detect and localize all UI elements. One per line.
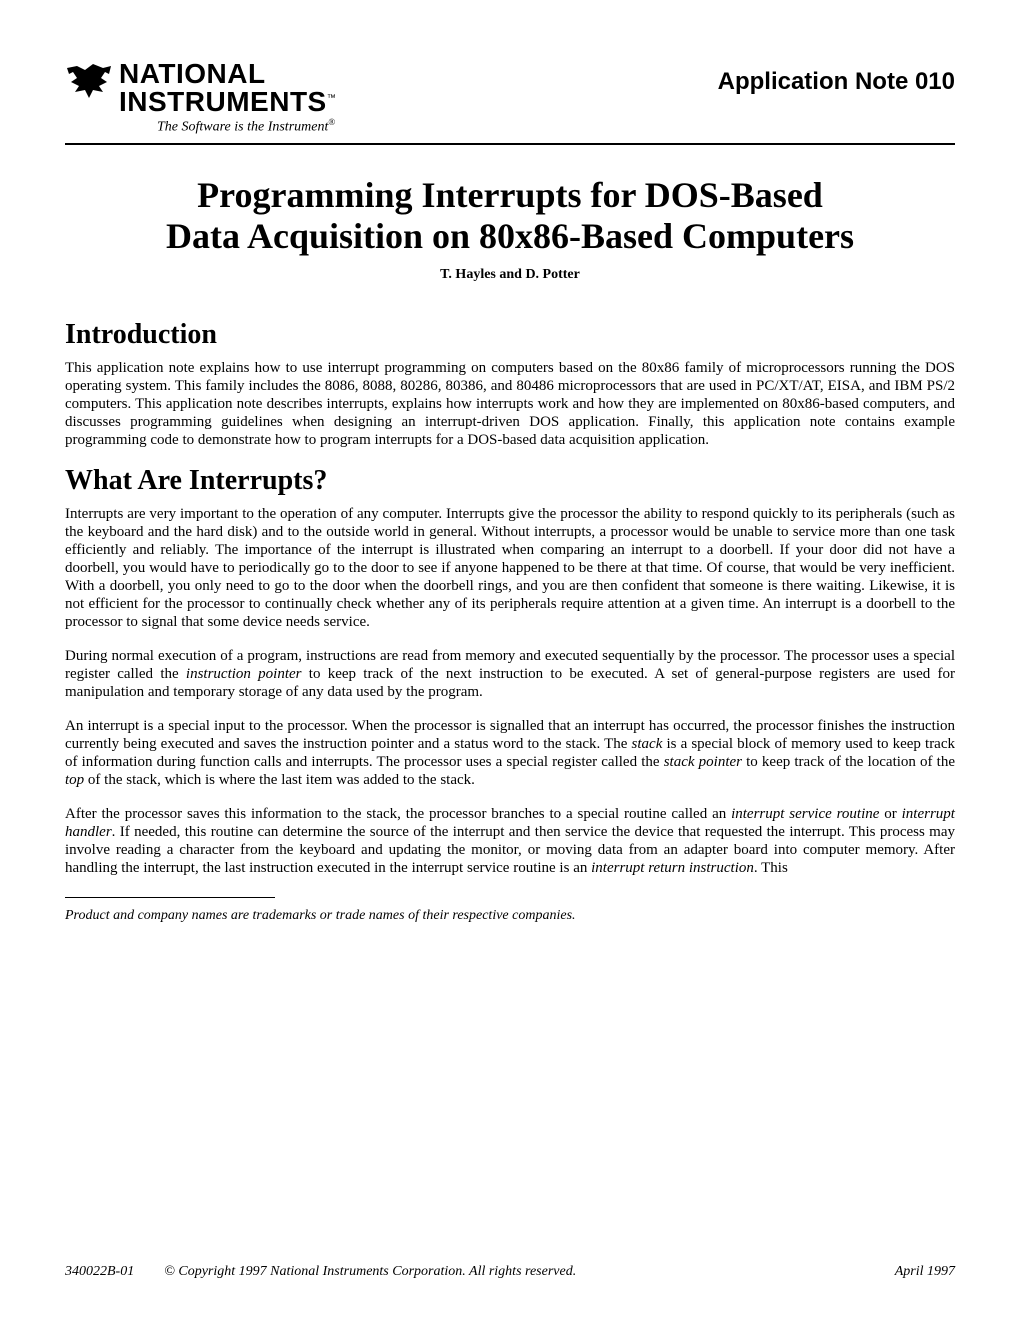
footnote-rule	[65, 897, 275, 898]
footnote-text: Product and company names are trademarks…	[65, 908, 955, 924]
eagle-icon	[65, 60, 113, 104]
document-page: NATIONAL INSTRUMENTS™ The Software is th…	[0, 0, 1020, 1320]
title-line2: Data Acquisition on 80x86-Based Computer…	[166, 216, 854, 256]
document-title: Programming Interrupts for DOS-Based Dat…	[65, 175, 955, 258]
logo-text: NATIONAL INSTRUMENTS™ The Software is th…	[119, 60, 336, 135]
what-paragraph-1: Interrupts are very important to the ope…	[65, 505, 955, 631]
term-interrupt-return-instruction: interrupt return instruction	[591, 860, 754, 876]
what-paragraph-4: After the processor saves this informati…	[65, 805, 955, 877]
footer-date: April 1997	[895, 1264, 955, 1280]
section-heading-what-are-interrupts: What Are Interrupts?	[65, 465, 955, 497]
header-rule	[65, 143, 955, 145]
section-heading-introduction: Introduction	[65, 319, 955, 351]
app-note-heading: Application Note 010	[718, 68, 955, 96]
intro-paragraph-1: This application note explains how to us…	[65, 359, 955, 449]
document-authors: T. Hayles and D. Potter	[65, 267, 955, 283]
header-row: NATIONAL INSTRUMENTS™ The Software is th…	[65, 60, 955, 135]
logo-line1: NATIONAL	[119, 60, 336, 88]
term-instruction-pointer: instruction pointer	[186, 666, 302, 682]
logo-tagline: The Software is the Instrument®	[157, 118, 336, 135]
registered-symbol: ®	[328, 117, 335, 127]
footer-left: 340022B-01 © Copyright 1997 National Ins…	[65, 1264, 576, 1280]
footer-copyright: © Copyright 1997 National Instruments Co…	[164, 1264, 576, 1280]
term-interrupt-service-routine: interrupt service routine	[731, 806, 879, 822]
what-paragraph-2: During normal execution of a program, in…	[65, 647, 955, 701]
footer-row: 340022B-01 © Copyright 1997 National Ins…	[65, 1264, 955, 1280]
term-stack-pointer: stack pointer	[664, 754, 742, 770]
term-top: top	[65, 772, 84, 788]
logo-block: NATIONAL INSTRUMENTS™ The Software is th…	[65, 60, 336, 135]
term-stack: stack	[632, 736, 663, 752]
trademark-symbol: ™	[327, 93, 337, 103]
what-paragraph-3: An interrupt is a special input to the p…	[65, 717, 955, 789]
logo-line2: INSTRUMENTS™	[119, 88, 336, 116]
title-line1: Programming Interrupts for DOS-Based	[197, 175, 823, 215]
footer-docnum: 340022B-01	[65, 1264, 134, 1280]
